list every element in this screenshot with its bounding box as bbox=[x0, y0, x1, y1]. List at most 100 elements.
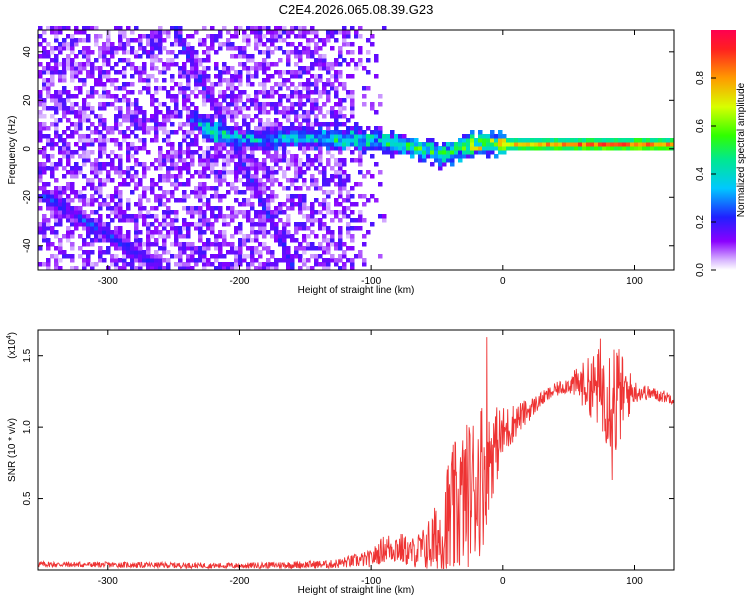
heatmap-cell bbox=[50, 242, 55, 247]
heatmap-cell bbox=[190, 54, 195, 59]
heatmap-cell bbox=[302, 30, 307, 35]
heatmap-cell bbox=[354, 182, 359, 187]
heatmap-cell bbox=[126, 234, 131, 239]
heatmap-cell bbox=[154, 54, 159, 59]
heatmap-cell bbox=[198, 118, 203, 123]
heatmap-cell bbox=[442, 154, 447, 159]
heatmap-cell bbox=[154, 218, 159, 223]
heatmap-cell bbox=[546, 138, 551, 143]
heatmap-cell bbox=[194, 194, 199, 199]
heatmap-cell bbox=[170, 78, 175, 83]
heatmap-cell bbox=[338, 242, 343, 247]
heatmap-cell bbox=[46, 194, 51, 199]
heatmap-cell bbox=[318, 246, 323, 251]
heatmap-cell bbox=[438, 150, 443, 155]
heatmap-cell bbox=[274, 238, 279, 243]
heatmap-cell bbox=[374, 142, 379, 147]
heatmap-cell bbox=[62, 58, 67, 63]
heatmap-cell bbox=[214, 154, 219, 159]
heatmap-cell bbox=[38, 174, 43, 179]
heatmap-cell bbox=[186, 94, 191, 99]
heatmap-cell bbox=[378, 170, 383, 175]
heatmap-cell bbox=[410, 146, 415, 151]
heatmap-cell bbox=[642, 138, 647, 143]
heatmap-cell bbox=[350, 42, 355, 47]
heatmap-cell bbox=[46, 206, 51, 211]
heatmap-cell bbox=[190, 142, 195, 147]
heatmap-cell bbox=[190, 266, 195, 271]
heatmap-cell bbox=[494, 134, 499, 139]
heatmap-cell bbox=[118, 86, 123, 91]
heatmap-cell bbox=[166, 214, 171, 219]
heatmap-cell bbox=[242, 138, 247, 143]
heatmap-cell bbox=[90, 142, 95, 147]
heatmap-cell bbox=[318, 38, 323, 43]
heatmap-cell bbox=[78, 114, 83, 119]
heatmap-cell bbox=[166, 118, 171, 123]
spectrogram-y-tick-label: 20 bbox=[22, 94, 33, 106]
heatmap-cell bbox=[202, 250, 207, 255]
heatmap-cell bbox=[170, 210, 175, 215]
heatmap-cell bbox=[62, 98, 67, 103]
heatmap-cell bbox=[294, 86, 299, 91]
heatmap-cell bbox=[322, 86, 327, 91]
heatmap-cell bbox=[294, 74, 299, 79]
heatmap-cell bbox=[278, 202, 283, 207]
heatmap-cell bbox=[106, 126, 111, 131]
heatmap-cell bbox=[262, 94, 267, 99]
heatmap-cell bbox=[262, 182, 267, 187]
heatmap-cell bbox=[90, 218, 95, 223]
heatmap-cell bbox=[598, 146, 603, 151]
heatmap-cell bbox=[94, 186, 99, 191]
heatmap-cell bbox=[290, 198, 295, 203]
heatmap-cell bbox=[114, 126, 119, 131]
heatmap-cell bbox=[190, 114, 195, 119]
snr-multiplier-close: ) bbox=[7, 332, 18, 335]
heatmap-cell bbox=[274, 178, 279, 183]
heatmap-cell bbox=[190, 118, 195, 123]
heatmap-cell bbox=[222, 134, 227, 139]
heatmap-cell bbox=[194, 30, 199, 35]
heatmap-cell bbox=[346, 62, 351, 67]
heatmap-cell bbox=[274, 90, 279, 95]
heatmap-cell bbox=[254, 162, 259, 167]
heatmap-cell bbox=[218, 234, 223, 239]
heatmap-cell bbox=[106, 250, 111, 255]
heatmap-cell bbox=[498, 130, 503, 135]
heatmap-cell bbox=[250, 186, 255, 191]
heatmap-cell bbox=[282, 250, 287, 255]
heatmap-cell bbox=[222, 254, 227, 259]
heatmap-cell bbox=[350, 26, 355, 31]
heatmap-cell bbox=[46, 50, 51, 55]
heatmap-cell bbox=[166, 230, 171, 235]
heatmap-cell bbox=[58, 146, 63, 151]
heatmap-cell bbox=[114, 114, 119, 119]
heatmap-cell bbox=[258, 186, 263, 191]
heatmap-cell bbox=[398, 150, 403, 155]
heatmap-cell bbox=[322, 214, 327, 219]
heatmap-cell bbox=[270, 174, 275, 179]
heatmap-cell bbox=[214, 126, 219, 131]
heatmap-cell bbox=[354, 218, 359, 223]
heatmap-cell bbox=[154, 126, 159, 131]
heatmap-cell bbox=[130, 102, 135, 107]
heatmap-cell bbox=[118, 30, 123, 35]
heatmap-cell bbox=[326, 258, 331, 263]
heatmap-cell bbox=[114, 262, 119, 267]
heatmap-cell bbox=[366, 198, 371, 203]
heatmap-cell bbox=[282, 154, 287, 159]
heatmap-cell bbox=[170, 194, 175, 199]
heatmap-cell bbox=[322, 102, 327, 107]
heatmap-cell bbox=[134, 222, 139, 227]
heatmap-cell bbox=[234, 102, 239, 107]
heatmap-cell bbox=[86, 202, 91, 207]
heatmap-cell bbox=[310, 74, 315, 79]
heatmap-cell bbox=[158, 158, 163, 163]
heatmap-cell bbox=[198, 258, 203, 263]
heatmap-cell bbox=[210, 126, 215, 131]
heatmap-cell bbox=[246, 186, 251, 191]
heatmap-cell bbox=[194, 126, 199, 131]
heatmap-cell bbox=[202, 154, 207, 159]
heatmap-cell bbox=[282, 134, 287, 139]
heatmap-cell bbox=[98, 222, 103, 227]
